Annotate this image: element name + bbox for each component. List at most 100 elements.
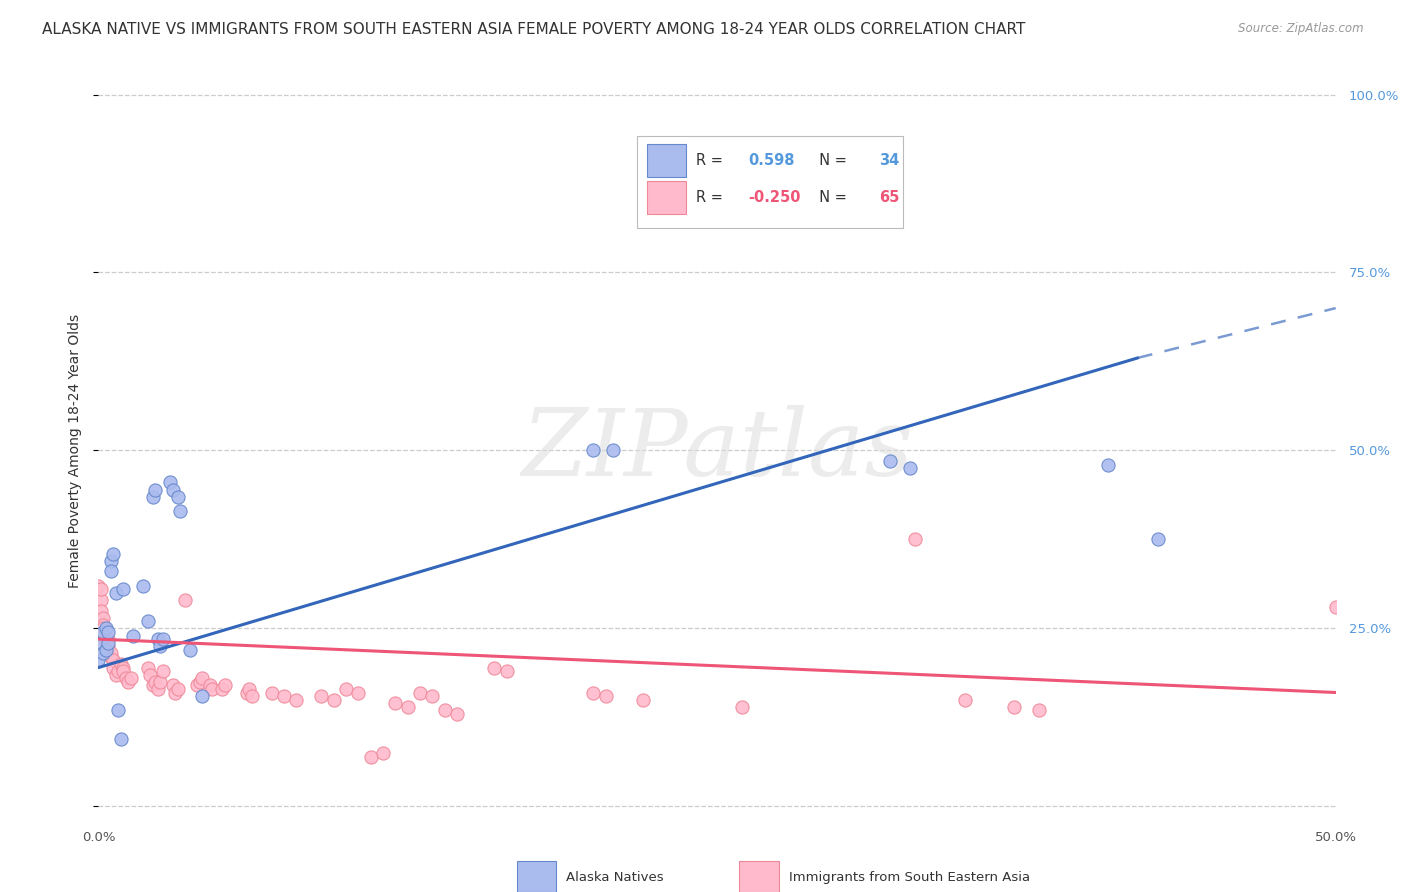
Text: N =: N = — [810, 190, 852, 205]
Point — [595, 689, 617, 703]
Point — [322, 692, 344, 706]
Point — [100, 646, 122, 660]
Point — [335, 681, 357, 696]
Point — [179, 642, 201, 657]
Point — [93, 622, 115, 636]
Point — [120, 671, 142, 685]
Point — [149, 639, 172, 653]
Text: R =: R = — [696, 153, 727, 168]
Point — [188, 674, 211, 689]
Point — [384, 696, 406, 710]
Point — [139, 667, 162, 681]
Text: 0.598: 0.598 — [748, 153, 794, 168]
Point — [142, 678, 165, 692]
Point — [97, 635, 120, 649]
Point — [142, 490, 165, 504]
Point — [136, 615, 159, 629]
Point — [731, 699, 754, 714]
Text: ALASKA NATIVE VS IMMIGRANTS FROM SOUTH EASTERN ASIA FEMALE POVERTY AMONG 18-24 Y: ALASKA NATIVE VS IMMIGRANTS FROM SOUTH E… — [42, 22, 1025, 37]
Point — [117, 674, 139, 689]
Point — [97, 625, 120, 640]
Point — [1028, 703, 1050, 717]
Point — [112, 660, 135, 674]
Point — [169, 504, 191, 518]
Point — [582, 443, 605, 458]
Point — [360, 749, 382, 764]
Point — [198, 678, 221, 692]
Point — [132, 579, 155, 593]
Point — [100, 565, 122, 579]
Point — [93, 611, 115, 625]
Point — [97, 639, 120, 653]
Point — [191, 689, 214, 703]
Point — [484, 660, 506, 674]
Text: -0.250: -0.250 — [748, 190, 800, 205]
Point — [191, 671, 214, 685]
Point — [87, 653, 110, 667]
Text: Alaska Natives: Alaska Natives — [567, 871, 664, 884]
Point — [93, 646, 115, 660]
Point — [90, 604, 112, 618]
Point — [273, 689, 295, 703]
Text: N =: N = — [810, 153, 852, 168]
Text: 65: 65 — [879, 190, 900, 205]
Point — [396, 699, 419, 714]
Point — [371, 746, 394, 760]
FancyBboxPatch shape — [516, 862, 557, 892]
Point — [495, 664, 517, 678]
Point — [166, 681, 188, 696]
Point — [90, 593, 112, 607]
Point — [94, 642, 117, 657]
Point — [214, 678, 236, 692]
Point — [100, 649, 122, 664]
Y-axis label: Female Poverty Among 18-24 Year Olds: Female Poverty Among 18-24 Year Olds — [69, 313, 83, 588]
Point — [446, 706, 468, 721]
Point — [110, 657, 132, 671]
Point — [238, 681, 260, 696]
Point — [93, 618, 115, 632]
Point — [1097, 458, 1119, 472]
Point — [94, 635, 117, 649]
Point — [143, 483, 166, 497]
Point — [1324, 600, 1347, 615]
Point — [107, 664, 129, 678]
Point — [240, 689, 263, 703]
Point — [409, 685, 432, 699]
Point — [433, 703, 456, 717]
Point — [309, 689, 332, 703]
Point — [904, 533, 927, 547]
Point — [112, 582, 135, 597]
FancyBboxPatch shape — [637, 136, 903, 228]
Point — [94, 632, 117, 646]
Point — [143, 674, 166, 689]
Point — [100, 554, 122, 568]
Point — [201, 681, 224, 696]
Point — [97, 632, 120, 646]
Point — [211, 681, 233, 696]
Point — [260, 685, 283, 699]
Point — [114, 671, 136, 685]
Point — [152, 664, 174, 678]
Point — [90, 635, 112, 649]
FancyBboxPatch shape — [647, 144, 686, 177]
Point — [103, 653, 125, 667]
Point — [110, 731, 132, 746]
Point — [93, 625, 115, 640]
Point — [136, 660, 159, 674]
Point — [94, 629, 117, 643]
Point — [162, 678, 184, 692]
Point — [90, 582, 112, 597]
Text: Immigrants from South Eastern Asia: Immigrants from South Eastern Asia — [789, 871, 1031, 884]
Point — [103, 660, 125, 674]
Point — [103, 547, 125, 561]
Text: R =: R = — [696, 190, 727, 205]
Point — [690, 180, 713, 194]
Point — [149, 674, 172, 689]
FancyBboxPatch shape — [740, 862, 779, 892]
Point — [146, 632, 169, 646]
FancyBboxPatch shape — [647, 181, 686, 213]
Point — [159, 475, 181, 490]
Point — [152, 632, 174, 646]
Point — [285, 692, 308, 706]
Point — [879, 454, 901, 468]
